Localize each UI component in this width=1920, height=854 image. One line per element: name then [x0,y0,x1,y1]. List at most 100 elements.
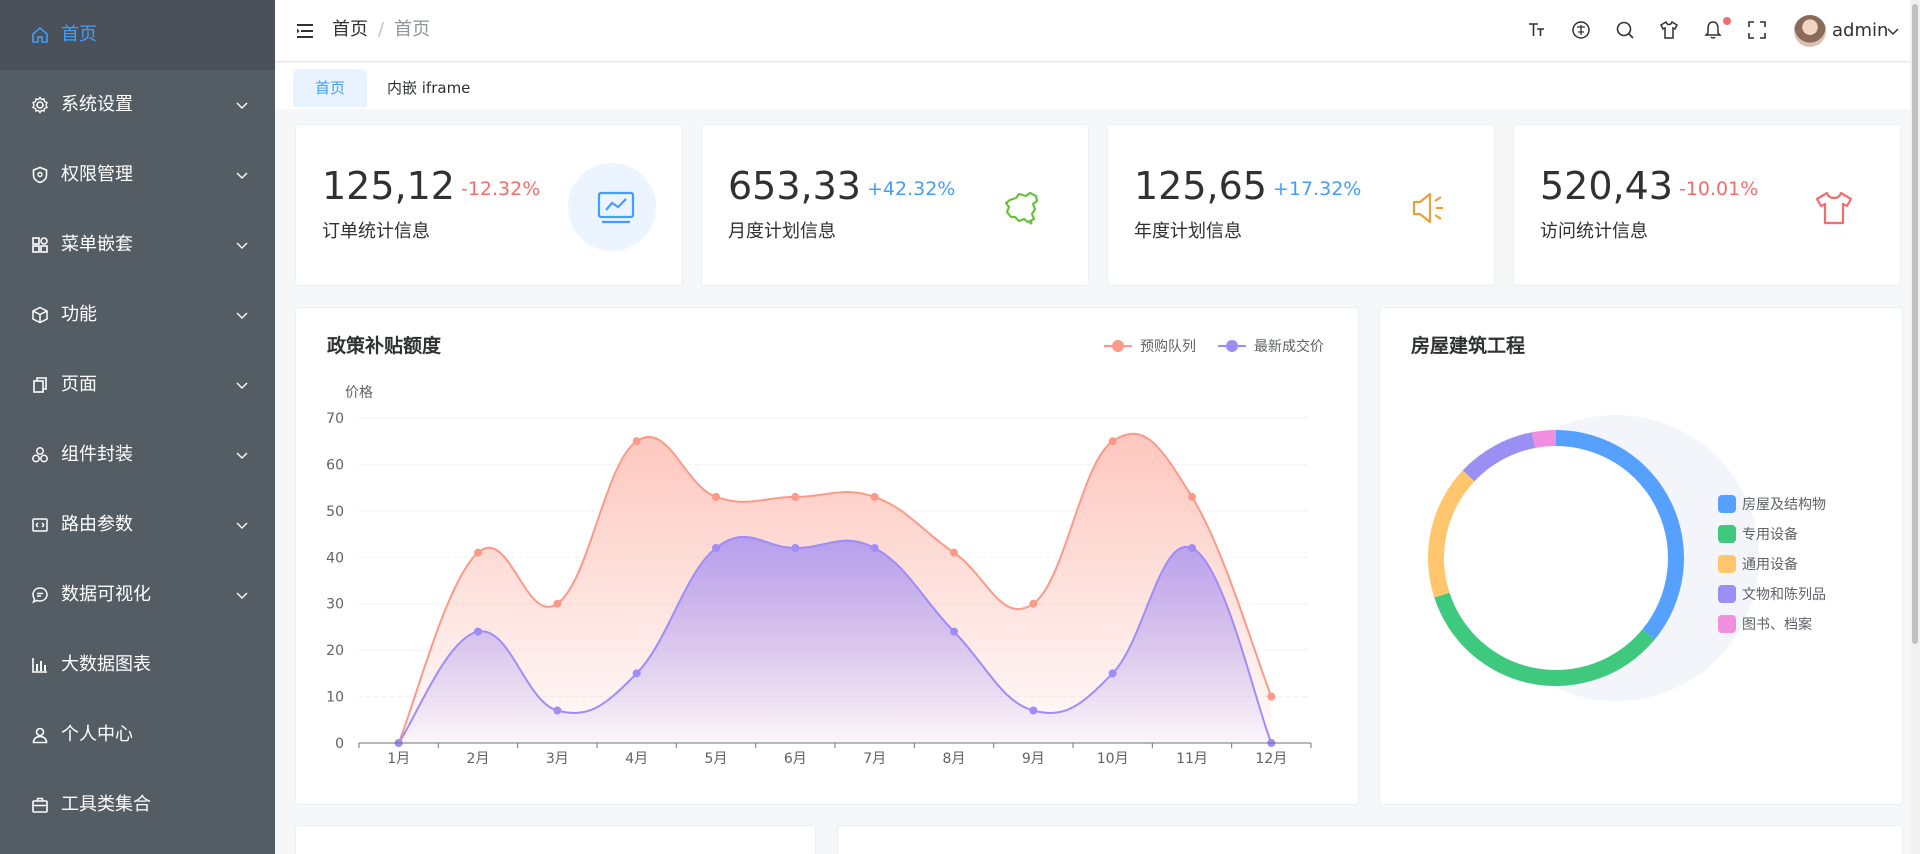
legend-marker[interactable] [1718,495,1736,513]
scrollbar-thumb[interactable] [1912,4,1918,644]
username[interactable]: admin [1832,20,1889,41]
donut-chart-panel: 房屋建筑工程 房屋及结构物 专用设备通用设备文物和陈列品 图书、档案 [1379,307,1903,805]
data-point[interactable] [632,669,641,678]
legend-label[interactable]: 预购队列 [1140,339,1196,355]
chevron-down-icon [236,382,248,389]
data-point[interactable] [553,599,562,608]
bottom-panel-left [295,825,816,854]
data-point[interactable] [870,544,879,552]
legend-label[interactable]: 文物和陈列品 [1742,586,1826,603]
data-point[interactable] [1108,437,1117,446]
bottom-panel-right [837,825,1903,854]
donut-slice[interactable] [1434,592,1655,686]
breadcrumb-home[interactable]: 首页 [332,19,368,40]
sidebar-item-label: 工具类集合 [61,794,151,815]
tshirt-icon [1815,191,1853,225]
legend-marker[interactable] [1718,555,1736,573]
route-icon [32,518,48,532]
page-scrollbar[interactable] [1910,0,1920,854]
sidebar-item-home[interactable]: 首页 [0,0,275,70]
sidebar-item-permissions[interactable]: 权限管理 [0,140,275,210]
legend-label[interactable]: 房屋及结构物 [1742,497,1826,513]
data-point[interactable] [870,492,879,501]
data-point[interactable] [632,437,641,446]
data-point[interactable] [474,548,482,557]
x-tick-label: 11月 [1176,751,1208,767]
component-icon [32,447,48,463]
stat-number: 125,65 +17.32% [1134,163,1361,212]
stat-value: 125,65 [1134,164,1267,208]
language-icon[interactable] [1571,20,1591,40]
stat-value: 125,12 [322,164,455,208]
data-point[interactable] [1188,544,1196,552]
hamburger-icon[interactable] [296,23,314,39]
stat-change: +17.32% [1272,178,1362,200]
data-point[interactable] [1029,599,1038,608]
stat-number: 125,12 -12.32% [322,163,540,212]
panel-title: 房屋建筑工程 [1411,335,1526,357]
legend-label[interactable]: 通用设备 [1742,556,1798,573]
data-point[interactable] [950,627,958,636]
data-point[interactable] [1029,706,1038,715]
sidebar-item-features[interactable]: 功能 [0,280,275,350]
donut-slice[interactable] [1428,470,1475,598]
stat-card-orders: 125,12 -12.32% 订单统计信息 [295,124,683,286]
data-point[interactable] [1188,492,1196,501]
tab-iframe[interactable]: 内嵌 iframe [387,79,471,97]
x-tick-label: 10月 [1097,751,1129,767]
legend-marker[interactable] [1718,585,1736,603]
sidebar-item-data-visualization[interactable]: 数据可视化 [0,560,275,630]
sidebar-item-big-data-charts[interactable]: 大数据图表 [0,630,275,700]
data-point[interactable] [950,548,958,557]
tab-home[interactable]: 首页 [293,69,368,107]
bell-icon[interactable] [1703,20,1723,40]
data-point[interactable] [1108,669,1117,678]
legend-label[interactable]: 最新成交价 [1254,338,1324,355]
sidebar-item-nested-menu[interactable]: 菜单嵌套 [0,210,275,280]
data-point[interactable] [553,706,562,715]
sidebar-item-tools[interactable]: 工具类集合 [0,770,275,840]
search-icon[interactable] [1615,20,1635,40]
sidebar-item-label: 页面 [61,374,97,395]
data-point[interactable] [712,492,720,501]
sidebar-item-profile[interactable]: 个人中心 [0,700,275,770]
legend-label[interactable]: 图书、档案 [1742,616,1812,633]
legend-label[interactable]: 专用设备 [1742,526,1798,543]
x-tick-label: 5月 [705,751,728,767]
data-point[interactable] [791,492,800,501]
donut-hole [1444,446,1668,670]
chat-icon [32,587,48,604]
data-point[interactable] [474,627,482,636]
data-point[interactable] [1267,692,1276,701]
sidebar-item-pages[interactable]: 页面 [0,350,275,420]
grid-icon [32,237,48,253]
donut-slice[interactable] [1556,430,1684,640]
user-icon [32,727,48,744]
chevron-down-icon[interactable] [1887,26,1899,36]
sidebar-item-route-params[interactable]: 路由参数 [0,490,275,560]
legend-marker[interactable] [1718,615,1736,633]
stat-value: 520,43 [1540,164,1673,208]
data-point[interactable] [791,544,800,552]
avatar[interactable] [1794,15,1826,47]
fullscreen-icon[interactable] [1747,20,1767,40]
donut-slice[interactable] [1532,430,1556,448]
speaker-icon [1412,192,1443,224]
donut-slice[interactable] [1462,432,1536,482]
tshirt-icon[interactable] [1659,20,1679,40]
stat-value: 653,33 [728,164,861,208]
y-tick-label: 0 [335,736,344,752]
monitor-chart-icon [597,191,635,224]
stat-label: 访问统计信息 [1540,221,1648,242]
font-size-icon[interactable] [1527,20,1547,40]
sidebar-item-components[interactable]: 组件封装 [0,420,275,490]
data-point[interactable] [712,544,720,552]
sidebar-item-system-settings[interactable]: 系统设置 [0,70,275,140]
chevron-down-icon [236,312,248,319]
legend-marker[interactable] [1112,340,1124,352]
legend-marker[interactable] [1718,525,1736,543]
chevron-down-icon [236,522,248,529]
x-tick-label: 4月 [625,751,648,767]
legend-marker[interactable] [1226,340,1238,352]
